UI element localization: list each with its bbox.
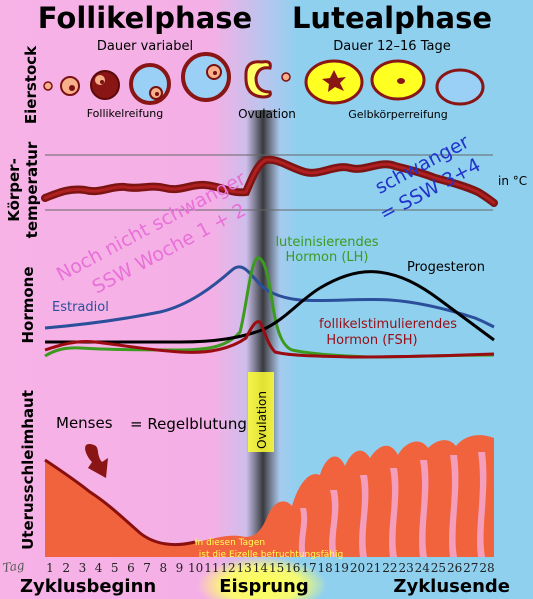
day-tick-label: 8	[159, 561, 167, 575]
follicle-stage-1	[43, 81, 53, 91]
menses-definition: = Regelblutung	[130, 415, 247, 433]
released-egg	[281, 72, 291, 82]
day-tick-label: 25	[431, 561, 446, 575]
fsh-label-1: follikelstimulierendes	[319, 317, 457, 332]
endometrium-layer	[45, 435, 494, 557]
day-tick-label: 11	[204, 561, 219, 575]
cycle-start-label: Zyklusbeginn	[20, 576, 156, 597]
day-tick-label: 14	[253, 561, 269, 575]
lh-label-2: Hormon (LH)	[286, 250, 369, 265]
fsh-curve	[44, 320, 495, 359]
day-tick-label: 24	[415, 561, 431, 575]
ovulation-label: Ovulation	[238, 107, 296, 121]
day-tick-label: 7	[143, 561, 151, 575]
estradiol-label: Estradiol	[52, 300, 109, 315]
luteal-duration: Dauer 12–16 Tage	[333, 39, 450, 54]
day-tick-label: 10	[188, 561, 203, 575]
day-tick-label: 12	[220, 561, 235, 575]
day-tick-label: 1	[46, 561, 54, 575]
day-tick-label: 4	[95, 561, 103, 575]
cycle-end-label: Zyklusende	[393, 576, 510, 597]
ovulation-footer-label: Eisprung	[219, 576, 308, 597]
follicle-stage-4	[129, 63, 171, 105]
day-tick-label: 9	[176, 561, 184, 575]
day-axis-label: Tag	[2, 558, 26, 575]
day-tick-label: 26	[447, 561, 462, 575]
ovulation-glow	[197, 557, 327, 599]
ovulation-follicle	[244, 60, 272, 99]
day-tick-label: 17	[301, 561, 316, 575]
day-tick-label: 18	[317, 561, 332, 575]
ovulation-vertical-label: Ovulation	[255, 391, 269, 449]
day-tick-label: 16	[285, 561, 300, 575]
day-tick-label: 3	[79, 561, 87, 575]
day-tick-label: 23	[398, 561, 413, 575]
fsh-label-2: Hormon (FSH)	[326, 333, 417, 348]
day-tick-label: 27	[463, 561, 478, 575]
follicle-maturation-label: Follikelreifung	[87, 107, 164, 120]
follicle-stage-3	[90, 70, 120, 100]
row-label-temperature-1: Körper-	[5, 158, 23, 222]
day-tick-label: 19	[334, 561, 349, 575]
fertile-note-1: In diesen Tagen	[195, 538, 265, 548]
luteal-phase-title: Lutealphase	[292, 1, 492, 35]
follicular-duration: Dauer variabel	[97, 39, 193, 54]
day-tick-label: 21	[366, 561, 381, 575]
row-label-ovary: Eierstock	[22, 45, 40, 124]
day-tick-label: 15	[269, 561, 284, 575]
lh-label-1: luteinisierendes	[275, 235, 378, 250]
day-tick-label: 20	[350, 561, 365, 575]
day-tick-label: 13	[237, 561, 252, 575]
endometrium-glands	[298, 452, 487, 557]
temperature-unit: in °C	[498, 174, 527, 188]
menses-arrow	[85, 443, 108, 478]
row-label-endometrium: Uterusschleimhaut	[19, 390, 37, 550]
day-tick-label: 22	[382, 561, 397, 575]
progesterone-curve	[44, 270, 495, 344]
day-tick-label: 5	[111, 561, 119, 575]
progesterone-label: Progesteron	[407, 260, 485, 275]
day-tick-label: 6	[127, 561, 135, 575]
day-axis: 1 2 3 4 5 6 7 8 9 10 11 12 13 14 15 16 17 18 19 20 21 22 23 24 2…	[46, 561, 494, 575]
menses-label: Menses	[56, 414, 113, 432]
ovulation-yellow-band	[248, 372, 274, 452]
ovary-stages	[43, 52, 485, 106]
follicle-stage-5	[181, 52, 231, 102]
fertile-note-2: ist die Eizelle befruchtungsfähig	[199, 550, 343, 560]
day-tick-label: 28	[479, 561, 494, 575]
day-tick-label: 2	[62, 561, 70, 575]
row-label-hormones: Hormone	[19, 266, 37, 343]
corpus-albicans	[435, 68, 485, 106]
corpus-luteum-label: Gelbkörperreifung	[348, 108, 448, 121]
row-label-temperature-2: temperatur	[23, 141, 41, 238]
follicular-phase-title: Follikelphase	[38, 1, 252, 35]
menses-edge	[44, 458, 196, 547]
